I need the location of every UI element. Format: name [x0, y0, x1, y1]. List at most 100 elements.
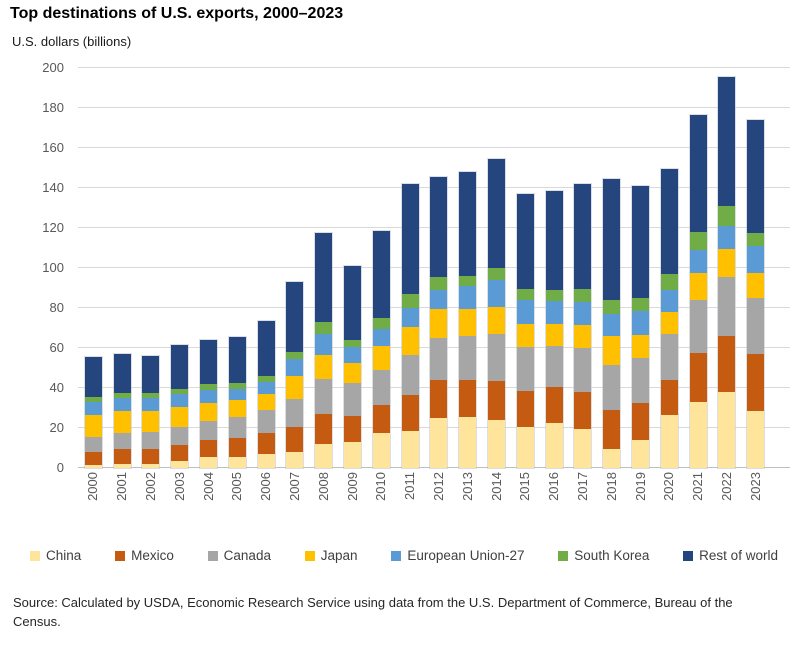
bar-segment-2018-european-union-27: [603, 314, 621, 336]
bar-segment-2010-rest-of-world: [372, 231, 390, 318]
bar-segment-2021-south-korea: [689, 232, 707, 250]
bar-segment-2013-rest-of-world: [459, 172, 477, 276]
legend-label: European Union-27: [407, 548, 525, 563]
bar-segment-2008-european-union-27: [315, 334, 333, 355]
bar-segment-2008-japan: [315, 355, 333, 379]
legend-swatch-icon: [115, 550, 126, 561]
bar-segment-2000-japan: [84, 414, 102, 437]
x-tick-label-2015: 2015: [517, 472, 533, 501]
bar-segment-2009-rest-of-world: [344, 266, 361, 340]
bar-segment-2011-south-korea: [401, 294, 419, 308]
bar-segment-2001-mexico: [113, 449, 131, 464]
bar-segment-2006-canada: [257, 410, 275, 433]
bar-segment-2009-japan: [344, 363, 361, 383]
legend-swatch-icon: [391, 550, 402, 561]
bar-segment-2000-european-union-27: [84, 401, 102, 415]
bar-2009: [344, 266, 361, 468]
bar-segment-2020-south-korea: [660, 274, 678, 290]
bar-segment-2023-japan: [747, 273, 765, 298]
x-tick-label-2019: 2019: [632, 472, 648, 501]
y-tick-label-160: 160: [42, 140, 64, 155]
bar-segment-2011-china: [401, 431, 419, 468]
bar-2008: [315, 233, 333, 468]
x-tick-label-2013: 2013: [459, 472, 475, 501]
bar-segment-2002-rest-of-world: [142, 356, 160, 394]
x-tick-label-2018: 2018: [603, 472, 619, 501]
bar-segment-2003-south-korea: [171, 389, 189, 394]
bar-segment-2012-rest-of-world: [430, 177, 448, 277]
bar-segment-2020-european-union-27: [660, 290, 678, 312]
bar-segment-2003-rest-of-world: [171, 345, 189, 389]
legend-item-mexico: Mexico: [115, 548, 174, 563]
y-tick-label-60: 60: [49, 340, 64, 355]
bar-2016: [545, 191, 563, 468]
bar-segment-2018-japan: [603, 336, 621, 365]
bar-segment-2004-south-korea: [200, 384, 217, 390]
bar-segment-2020-mexico: [660, 380, 678, 415]
bar-segment-2022-rest-of-world: [718, 77, 736, 206]
bar-2012: [430, 177, 448, 468]
bar-2000: [84, 356, 102, 468]
bar-segment-2015-japan: [516, 324, 534, 347]
x-tick-label-2011: 2011: [402, 472, 418, 500]
bar-segment-2014-canada: [488, 334, 505, 381]
bar-segment-2021-china: [689, 402, 707, 468]
bar-2010: [372, 231, 390, 468]
bar-segment-2010-mexico: [372, 405, 390, 433]
bar-segment-2017-china: [574, 429, 592, 468]
bar-segment-2005-rest-of-world: [228, 337, 246, 383]
x-tick-label-2022: 2022: [718, 472, 734, 501]
bar-segment-2003-european-union-27: [171, 394, 189, 407]
x-tick-label-2000: 2000: [85, 472, 101, 501]
y-tick-label-0: 0: [56, 460, 64, 475]
bar-segment-2007-rest-of-world: [286, 282, 304, 352]
bar-segment-2017-rest-of-world: [574, 184, 592, 289]
legend: China Mexico Canada Japan European Union-27 S…: [30, 548, 778, 563]
bar-segment-2000-china: [84, 464, 102, 468]
legend-swatch-icon: [683, 550, 694, 561]
bar-segment-2008-canada: [315, 379, 333, 414]
bar-segment-2018-mexico: [603, 410, 621, 449]
bar-segment-2009-european-union-27: [344, 347, 361, 363]
bar-segment-2000-canada: [84, 436, 102, 452]
bar-2022: [718, 77, 736, 468]
bar-segment-2022-mexico: [718, 336, 736, 392]
bar-segment-2004-rest-of-world: [200, 340, 217, 384]
bar-segment-2022-canada: [718, 277, 736, 336]
y-tick-label-140: 140: [42, 180, 64, 195]
bar-segment-2014-mexico: [488, 381, 505, 420]
legend-item-rest-of-world: Rest of world: [683, 548, 778, 563]
bar-segment-2005-european-union-27: [228, 389, 246, 400]
bar-segment-2015-mexico: [516, 391, 534, 427]
bar-segment-2000-mexico: [84, 451, 102, 465]
bar-segment-2003-china: [171, 461, 189, 468]
legend-swatch-icon: [304, 550, 315, 561]
bar-segment-2010-european-union-27: [372, 329, 390, 346]
bar-segment-2017-south-korea: [574, 289, 592, 302]
bar-segment-2013-canada: [459, 336, 477, 380]
bar-segment-2005-canada: [228, 417, 246, 438]
x-tick-label-2002: 2002: [142, 472, 158, 501]
legend-label: Mexico: [131, 548, 174, 563]
bar-segment-2001-japan: [113, 411, 131, 433]
bar-2019: [632, 186, 649, 468]
bar-2004: [200, 340, 217, 468]
bar-segment-2021-canada: [689, 300, 707, 353]
bar-segment-2007-south-korea: [286, 352, 304, 359]
bar-segment-2016-south-korea: [545, 290, 563, 301]
bar-segment-2022-european-union-27: [718, 226, 736, 249]
bar-segment-2020-china: [660, 415, 678, 468]
bar-2023: [747, 120, 765, 468]
legend-item-canada: Canada: [207, 548, 271, 563]
x-tick-label-2004: 2004: [200, 472, 216, 501]
bar-segment-2003-japan: [171, 407, 189, 427]
bar-segment-2003-mexico: [171, 445, 189, 461]
bar-segment-2015-rest-of-world: [516, 194, 534, 289]
bar-segment-2002-japan: [142, 411, 160, 433]
bar-segment-2004-european-union-27: [200, 390, 217, 403]
bar-segment-2011-rest-of-world: [401, 184, 419, 294]
bar-segment-2015-canada: [516, 347, 534, 391]
bar-2015: [516, 194, 534, 468]
bar-segment-2007-european-union-27: [286, 359, 304, 376]
